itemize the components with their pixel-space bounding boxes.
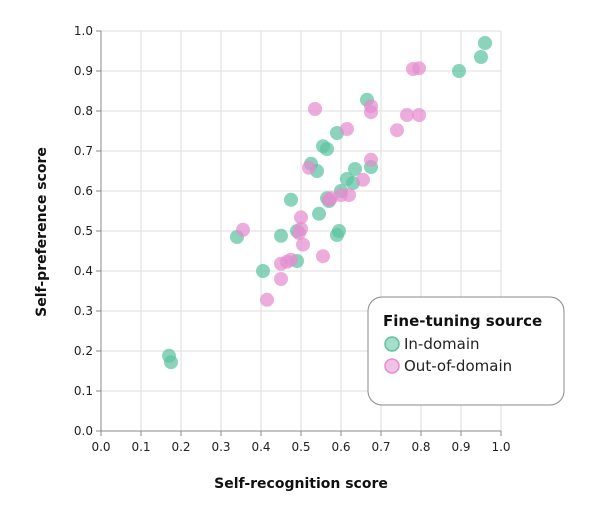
point-in-domain bbox=[348, 162, 362, 176]
x-tick-label: 0.6 bbox=[331, 440, 350, 454]
y-tick-label: 0.6 bbox=[74, 184, 93, 198]
legend-marker-in-domain bbox=[384, 336, 400, 352]
y-tick-label: 0.9 bbox=[74, 64, 93, 78]
point-in-domain bbox=[452, 64, 466, 78]
point-out-of-domain bbox=[390, 123, 404, 138]
point-in-domain bbox=[332, 224, 346, 238]
point-in-domain bbox=[340, 172, 354, 186]
point-in-domain bbox=[256, 264, 270, 278]
point-out-of-domain bbox=[308, 102, 322, 116]
point-in-domain bbox=[284, 192, 298, 207]
axes: 0.0 0.1 0.2 0.3 0.4 0.5 0.6 0.7 0.8 0.9 1.0 0.0 0.1 0… bbox=[74, 24, 511, 454]
point-out-of-domain bbox=[356, 172, 370, 187]
point-out-of-domain bbox=[236, 222, 250, 237]
x-tick-label: 0.3 bbox=[211, 440, 230, 454]
y-tick-label: 0.8 bbox=[74, 104, 93, 118]
point-in-domain bbox=[312, 206, 326, 221]
x-tick-label: 0.5 bbox=[291, 440, 310, 454]
point-out-of-domain bbox=[302, 160, 316, 175]
point-in-domain bbox=[478, 36, 492, 50]
point-out-of-domain bbox=[316, 249, 330, 264]
legend-box bbox=[367, 296, 565, 406]
legend-label-out-of-domain: Out-of-domain bbox=[404, 357, 512, 375]
y-tick-label: 0.1 bbox=[74, 384, 93, 398]
y-axis-title: Self-preference score bbox=[34, 147, 50, 317]
point-out-of-domain bbox=[274, 272, 288, 286]
point-in-domain bbox=[274, 228, 288, 243]
point-out-of-domain bbox=[294, 210, 308, 225]
legend-title: Fine-tuning source bbox=[383, 312, 542, 330]
point-in-domain bbox=[164, 355, 178, 370]
x-tick-label: 0.8 bbox=[411, 440, 430, 454]
point-out-of-domain bbox=[412, 61, 426, 76]
x-tick-label: 0.0 bbox=[91, 440, 110, 454]
point-out-of-domain bbox=[292, 226, 306, 240]
x-tick-label: 0.9 bbox=[451, 440, 470, 454]
y-tick-label: 0.4 bbox=[74, 264, 93, 278]
point-out-of-domain bbox=[340, 122, 354, 136]
x-tick-label: 0.7 bbox=[371, 440, 390, 454]
x-tick-label: 0.4 bbox=[251, 440, 270, 454]
legend: Fine-tuning source In-domain Out-of-doma… bbox=[367, 296, 565, 406]
point-out-of-domain bbox=[364, 152, 378, 167]
y-tick-label: 0.5 bbox=[74, 224, 93, 238]
point-out-of-domain bbox=[322, 192, 336, 207]
point-out-of-domain bbox=[412, 108, 426, 122]
data-points bbox=[162, 36, 492, 370]
legend-marker-out-of-domain bbox=[384, 358, 400, 374]
point-out-of-domain bbox=[364, 105, 378, 120]
y-tick-label: 0.7 bbox=[74, 144, 93, 158]
y-tick-label: 1.0 bbox=[74, 24, 93, 38]
y-tick-label: 0.2 bbox=[74, 344, 93, 358]
y-tick-label: 0.3 bbox=[74, 304, 93, 318]
y-tick-label: 0.0 bbox=[74, 424, 93, 438]
point-out-of-domain bbox=[260, 292, 274, 307]
point-out-of-domain bbox=[274, 256, 288, 271]
x-axis-title: Self-recognition score bbox=[214, 476, 388, 492]
point-out-of-domain bbox=[296, 237, 310, 252]
x-tick-label: 0.1 bbox=[131, 440, 150, 454]
x-tick-label: 1.0 bbox=[491, 440, 510, 454]
point-in-domain bbox=[474, 50, 488, 64]
x-tick-label: 0.2 bbox=[171, 440, 190, 454]
legend-label-in-domain: In-domain bbox=[404, 335, 480, 353]
point-in-domain bbox=[320, 142, 334, 156]
point-out-of-domain bbox=[400, 108, 414, 122]
